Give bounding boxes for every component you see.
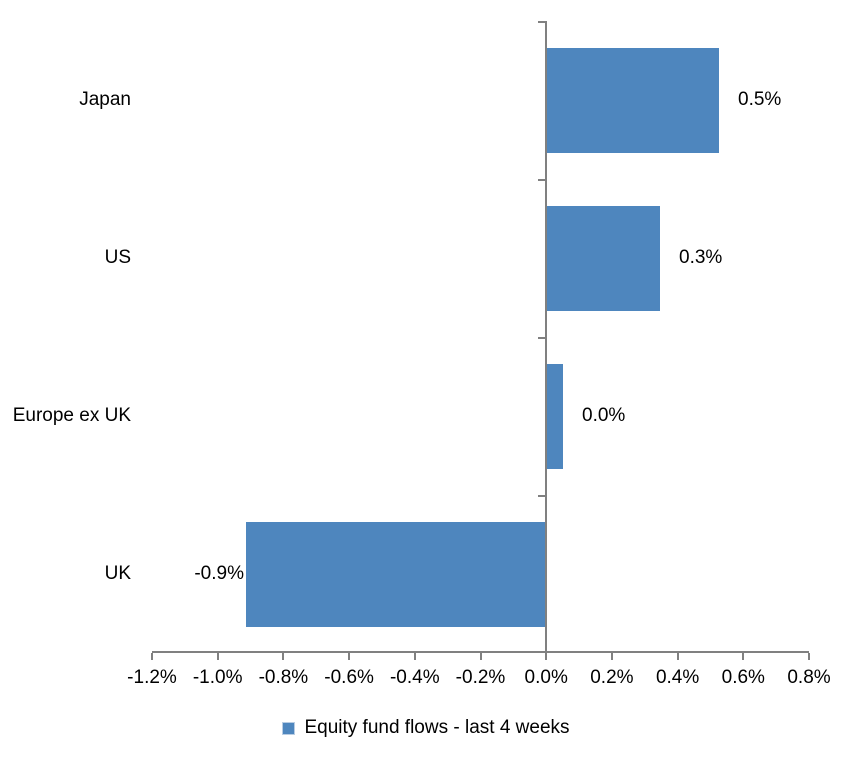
value-label: -0.9% [194,563,244,584]
x-axis-tick-label: 0.2% [590,667,634,688]
x-axis-tick-label: 0.4% [655,667,700,688]
x-axis-tick-label: 0.6% [721,667,765,688]
bar-uk [246,522,546,627]
x-axis-tick-label: -0.2% [455,667,506,688]
y-axis-tick [538,179,546,181]
category-label-us: US [104,247,131,268]
bar-europe-ex-uk [547,364,564,469]
legend-swatch-square-icon [282,721,296,735]
category-label-europe-ex-uk: Europe ex UK [12,405,131,426]
category-label-uk: UK [104,563,131,584]
y-axis-line [545,21,548,653]
plot-area: -1.2% -1.0% -0.8% -0.6% -0.4% -0.2% 0.0% 0.2% 0.… [127,21,831,688]
value-label: 0.0% [582,405,626,426]
legend-label: Equity fund flows - last 4 weeks [304,717,570,738]
x-axis-tick [413,653,416,660]
x-axis-tick [282,653,285,660]
x-axis-tick [216,653,219,660]
x-axis-tick [808,653,810,660]
x-axis-tick-label: -1.0% [192,667,243,688]
x-axis-tick-label: -0.6% [324,667,374,688]
x-axis-tick-label: -0.4% [389,667,440,688]
bar-us [547,206,661,311]
y-axis-tick [538,337,546,339]
x-axis-tick [545,653,548,660]
x-axis-tick-label: 0.0% [524,667,568,688]
y-axis-tick [538,495,546,497]
legend: Equity fund flows - last 4 weeks [0,716,852,740]
x-axis-tick [610,653,613,660]
bar-japan [547,48,720,153]
x-axis-tick [348,653,351,660]
category-label-japan: Japan [79,89,131,110]
x-axis-tick [151,653,153,660]
x-axis-tick [676,653,679,660]
x-axis-line [152,651,809,653]
value-label: 0.5% [738,89,782,110]
x-axis-tick [742,653,745,660]
x-axis-tick-label: -1.2% [127,667,177,688]
value-label: 0.3% [679,247,723,268]
x-axis-tick-label: -0.8% [258,667,309,688]
x-axis-tick [479,653,482,660]
y-axis-tick [538,21,546,23]
x-axis-tick-label: 0.8% [787,667,831,688]
